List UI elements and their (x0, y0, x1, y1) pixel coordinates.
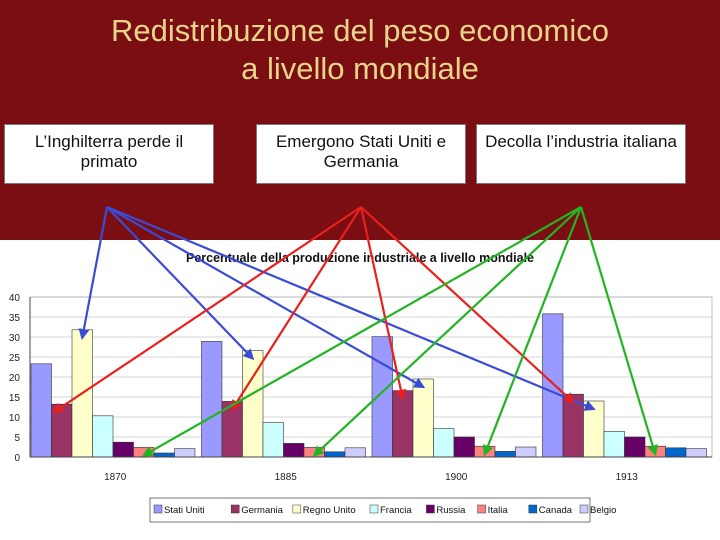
bar (624, 436, 646, 458)
bar (433, 428, 455, 458)
chart-title: Percentuale della produzione industriale… (186, 251, 534, 265)
x-tick-label: 1870 (104, 472, 127, 483)
bar (344, 447, 366, 458)
arrow-uk (106, 206, 255, 361)
arrow-usde (360, 206, 575, 404)
legend-label: Stati Uniti (164, 505, 205, 516)
callout-us-germany-text: Emergono Stati Uniti e Germania (275, 132, 447, 171)
bar (515, 446, 537, 458)
y-tick-label: 40 (9, 293, 21, 304)
y-tick-label: 35 (9, 313, 21, 324)
legend-swatch (230, 504, 240, 514)
y-tick-label: 15 (9, 393, 21, 404)
bar (603, 431, 625, 458)
bar (583, 400, 605, 458)
legend-swatch (528, 504, 538, 514)
bar (412, 378, 434, 458)
bar (30, 363, 52, 458)
arrow-usde (231, 206, 362, 412)
legend-label: Germania (241, 505, 283, 516)
legend-swatch (292, 504, 302, 514)
legend-label: Regno Unito (303, 505, 356, 516)
legend-label: Russia (436, 505, 466, 516)
y-tick-label: 20 (9, 373, 21, 384)
legend-label: Francia (380, 505, 412, 516)
arrow-usde (359, 206, 407, 401)
arrow-it (141, 206, 582, 457)
legend-swatch (426, 504, 435, 514)
bar (392, 390, 414, 458)
bar (201, 341, 223, 458)
bar (153, 452, 175, 458)
arrow-uk (106, 206, 426, 389)
callout-uk: L’Inghilterra perde il primato (4, 124, 214, 184)
bar (283, 443, 305, 458)
callout-us-germany: Emergono Stati Uniti e Germania (256, 124, 466, 184)
legend-swatch (579, 504, 589, 514)
legend-label: Belgio (590, 505, 616, 516)
y-tick-label: 25 (9, 353, 21, 364)
y-tick-label: 10 (9, 413, 21, 424)
legend-swatch (153, 504, 163, 514)
y-tick-label: 0 (14, 453, 20, 464)
x-tick-label: 1913 (616, 472, 639, 483)
callout-italy-text: Decolla l’industria italiana (485, 132, 677, 151)
bar (542, 313, 564, 458)
arrow-uk (106, 205, 596, 411)
arrow-it (482, 206, 583, 457)
arrow-usde (51, 206, 362, 414)
callout-uk-text: L’Inghilterra perde il primato (34, 132, 184, 171)
bar (371, 336, 393, 458)
y-tick-label: 30 (9, 333, 21, 344)
legend-swatch (477, 504, 486, 514)
legend-label: Canada (539, 505, 573, 516)
bar (453, 436, 475, 458)
x-tick-label: 1885 (275, 472, 298, 483)
bar (665, 447, 687, 458)
slide-title-line-1: Redistribuzione del peso economico (110, 13, 609, 48)
x-tick-label: 1900 (445, 472, 468, 483)
arrow-it (579, 206, 658, 457)
y-tick-label: 5 (14, 433, 20, 444)
arrow-it (312, 206, 582, 457)
legend-label: Italia (488, 505, 509, 516)
legend-swatch (369, 504, 379, 514)
bar (92, 415, 114, 458)
slide-title: Redistribuzione del peso economico a liv… (0, 12, 720, 88)
arrow-uk (78, 206, 109, 340)
bar (262, 422, 284, 458)
bar (174, 448, 196, 458)
slide-title-line-2: a livello mondiale (241, 51, 479, 86)
bar (685, 448, 707, 458)
bar (324, 451, 346, 458)
bar (494, 451, 516, 458)
callout-italy: Decolla l’industria italiana (476, 124, 686, 184)
bar (112, 441, 134, 458)
